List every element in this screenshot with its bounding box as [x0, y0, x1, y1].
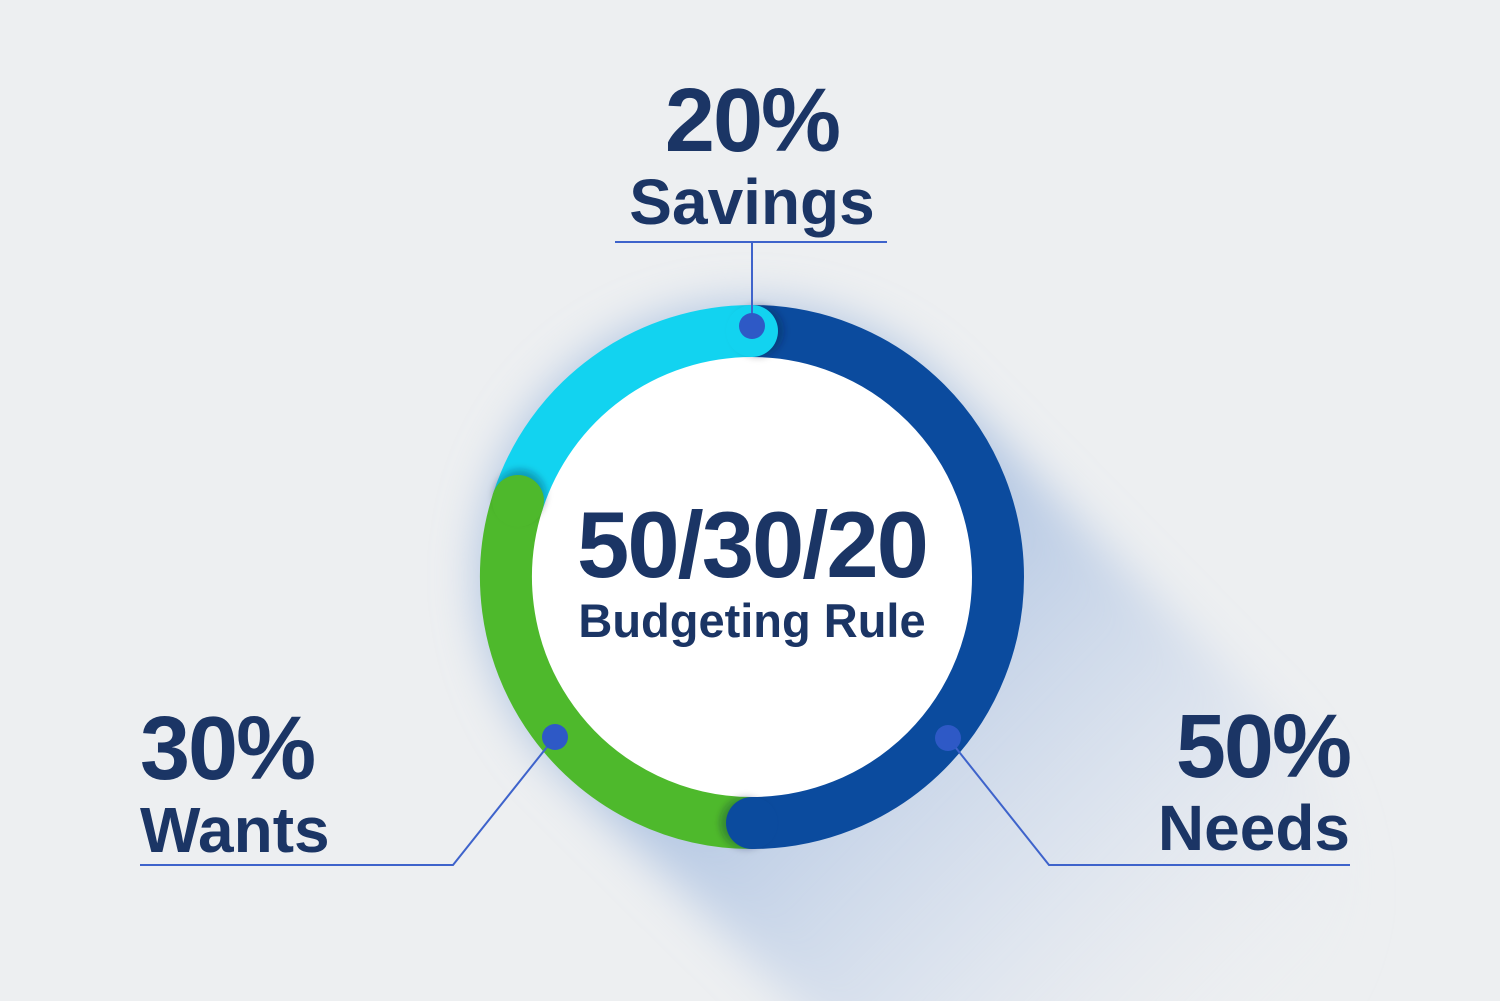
- segment-cap-needs: [726, 797, 778, 849]
- segment-cap-wants: [492, 475, 544, 527]
- needs-leader-line: [947, 737, 1350, 866]
- chart-center-title: 50/30/20 Budgeting Rule: [452, 492, 1052, 647]
- wants-percent: 30%: [140, 699, 316, 799]
- needs-callout: 50% Needs: [1157, 697, 1352, 864]
- savings-label: Savings: [629, 165, 875, 238]
- segment-wants: [479, 492, 753, 849]
- leader-lines: [140, 241, 1350, 866]
- center-title-line1: 50/30/20: [577, 492, 929, 597]
- wants-leader-line: [140, 736, 556, 866]
- savings-percent: 20%: [664, 71, 841, 171]
- needs-label: Needs: [1157, 791, 1350, 864]
- segment-needs: [751, 305, 1024, 849]
- savings-callout: 20% Savings: [452, 71, 1052, 238]
- connector-dots: [542, 313, 961, 751]
- needs-percent: 50%: [1175, 697, 1352, 797]
- center-title-line2: Budgeting Rule: [578, 593, 926, 647]
- wants-dot: [542, 724, 568, 750]
- needs-dot: [935, 725, 961, 751]
- wants-label: Wants: [140, 793, 330, 866]
- wants-callout: 30% Wants: [140, 699, 330, 866]
- segment-savings: [493, 305, 753, 510]
- donut-hole: [530, 355, 974, 799]
- savings-dot: [739, 313, 765, 339]
